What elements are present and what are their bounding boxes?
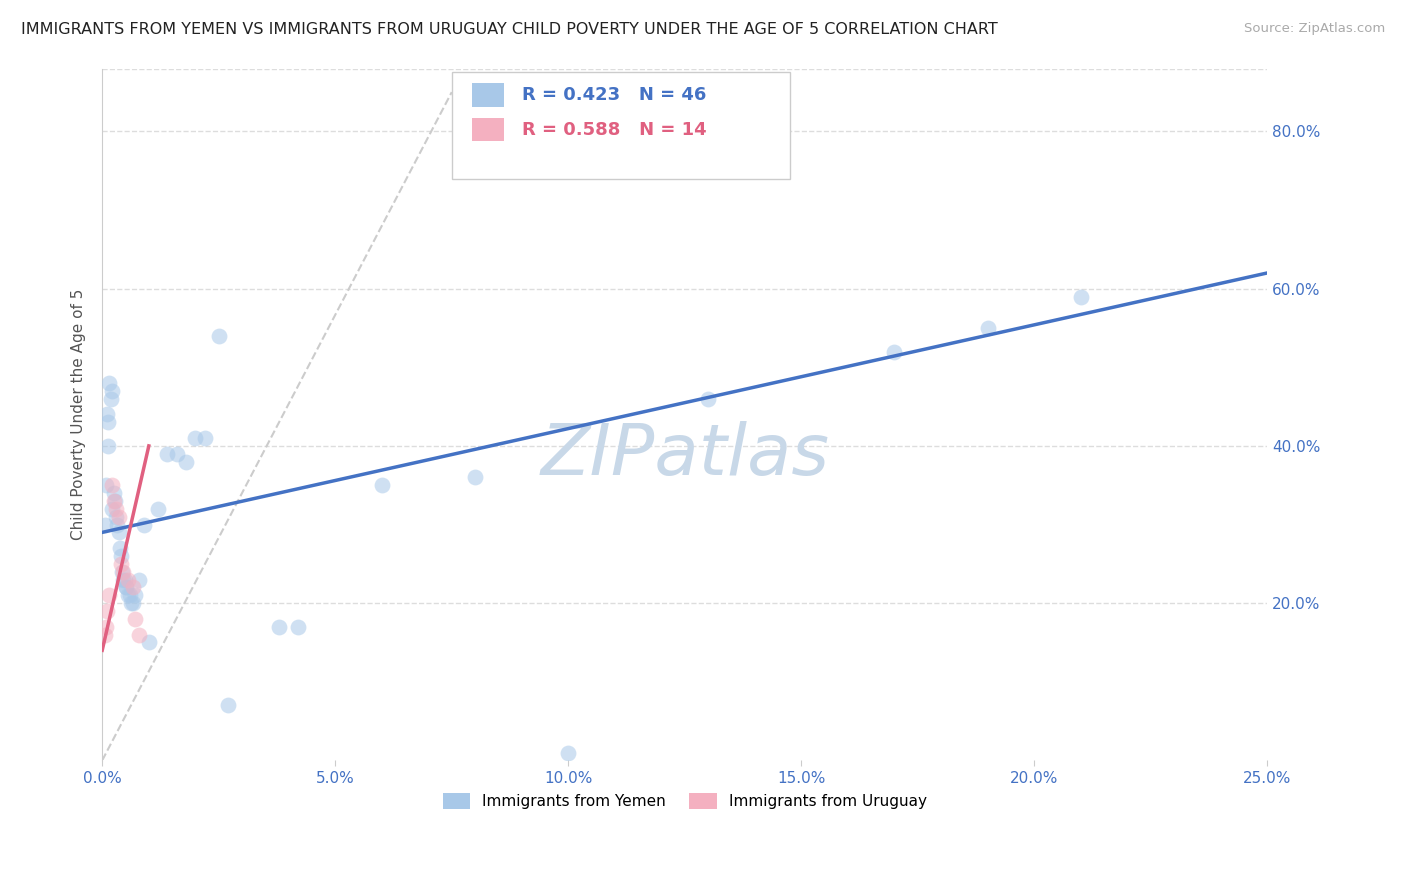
Point (128, 573, 150, 587)
FancyBboxPatch shape (471, 118, 505, 141)
Point (103, 486, 125, 500)
Point (121, 596, 143, 610)
FancyBboxPatch shape (451, 72, 790, 179)
Point (146, 501, 169, 516)
FancyBboxPatch shape (471, 83, 505, 106)
Point (100, 392, 122, 406)
Point (111, 565, 134, 579)
Point (269, 620, 291, 634)
Point (174, 455, 197, 469)
Point (117, 588, 139, 602)
Point (97, 439, 120, 453)
Point (110, 549, 132, 563)
Point (105, 517, 128, 532)
Point (121, 581, 143, 595)
Point (134, 517, 156, 532)
Point (98, 588, 121, 602)
Point (117, 573, 139, 587)
Text: Source: ZipAtlas.com: Source: ZipAtlas.com (1244, 22, 1385, 36)
Point (104, 494, 127, 508)
Point (96, 604, 118, 618)
Point (697, 392, 720, 406)
Point (976, 321, 998, 335)
Point (557, 746, 579, 760)
Point (287, 620, 309, 634)
Point (114, 573, 136, 587)
Text: R = 0.588   N = 14: R = 0.588 N = 14 (522, 120, 706, 138)
Text: IMMIGRANTS FROM YEMEN VS IMMIGRANTS FROM URUGUAY CHILD POVERTY UNDER THE AGE OF : IMMIGRANTS FROM YEMEN VS IMMIGRANTS FROM… (21, 22, 998, 37)
Point (107, 525, 129, 540)
Point (94, 478, 117, 492)
Point (120, 596, 142, 610)
Point (108, 541, 131, 555)
Point (96, 408, 118, 422)
Legend: Immigrants from Yemen, Immigrants from Uruguay: Immigrants from Yemen, Immigrants from U… (437, 787, 934, 815)
Point (194, 431, 217, 445)
Point (124, 612, 146, 626)
Point (112, 565, 135, 579)
Point (166, 447, 188, 461)
Point (93, 627, 115, 641)
Point (93, 517, 115, 532)
Point (464, 470, 486, 484)
Point (100, 384, 122, 398)
Point (120, 588, 142, 602)
Point (217, 698, 239, 713)
Point (110, 557, 132, 571)
Point (208, 328, 231, 343)
Point (94, 620, 117, 634)
Point (883, 344, 905, 359)
Point (156, 447, 179, 461)
Point (128, 627, 150, 641)
Point (1070, 289, 1092, 303)
Text: ZIPatlas: ZIPatlas (540, 421, 830, 491)
Point (112, 573, 135, 587)
Point (138, 635, 160, 649)
Point (184, 431, 207, 445)
Point (371, 478, 394, 492)
Point (98, 376, 121, 390)
Point (97, 415, 120, 429)
Point (107, 509, 129, 524)
Point (103, 494, 125, 508)
Point (115, 581, 138, 595)
Text: R = 0.423   N = 46: R = 0.423 N = 46 (522, 86, 706, 104)
Point (101, 501, 124, 516)
Point (105, 501, 128, 516)
Point (100, 478, 122, 492)
Y-axis label: Child Poverty Under the Age of 5: Child Poverty Under the Age of 5 (72, 289, 86, 541)
Point (114, 581, 136, 595)
Point (105, 509, 128, 524)
Point (124, 588, 146, 602)
